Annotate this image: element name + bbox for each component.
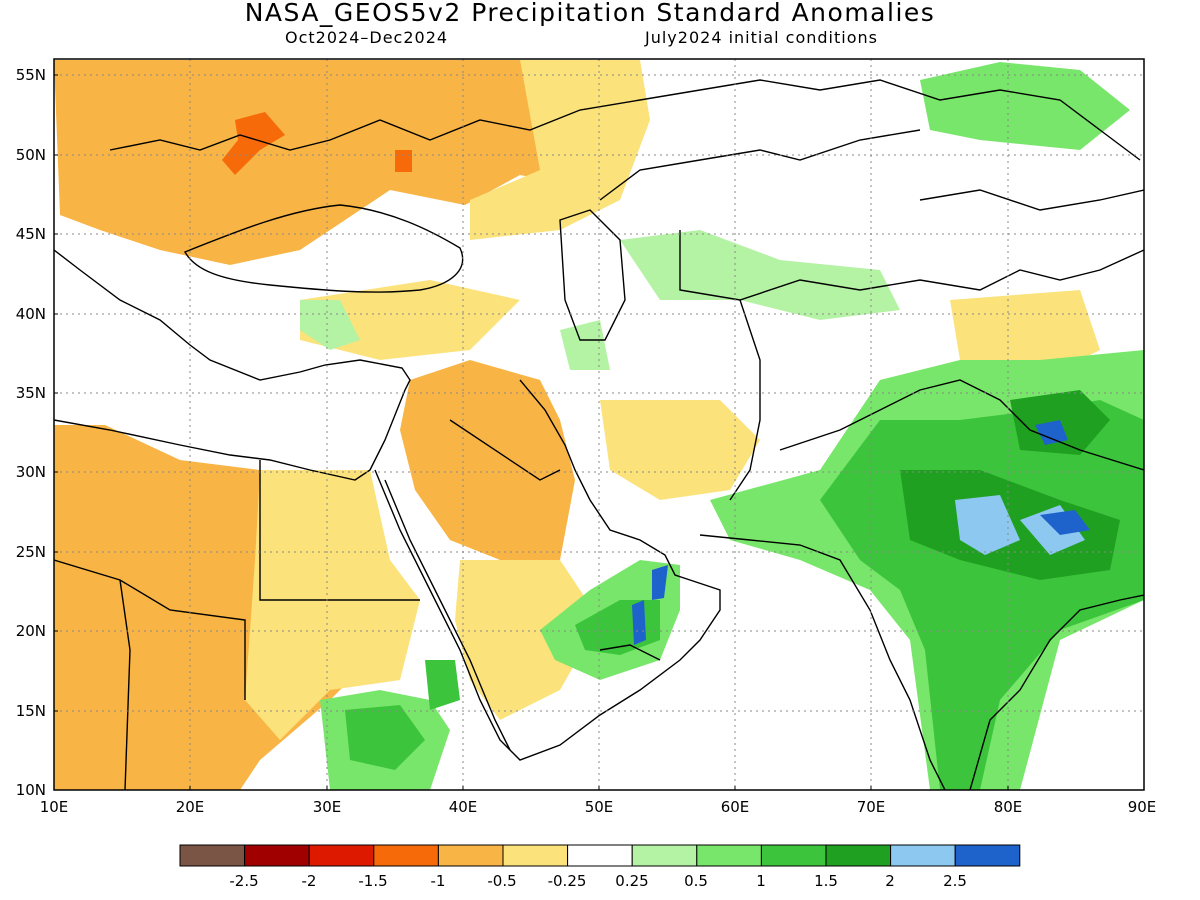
anomaly-region-caspian — [560, 320, 610, 370]
colorbar-label: 2.5 — [943, 872, 967, 890]
colorbar-swatch — [567, 844, 633, 867]
anomaly-region-oman-peak-2 — [652, 565, 668, 600]
lat-label: 35N — [16, 384, 46, 402]
lon-label: 30E — [313, 798, 342, 816]
anomaly-region-arabia-north — [400, 360, 575, 560]
colorbar-swatch — [437, 844, 504, 867]
anomaly-region-arabia-south — [455, 560, 600, 720]
lon-label: 60E — [721, 798, 750, 816]
anomaly-region-iran — [600, 400, 760, 500]
anomaly-region-oman-peak — [632, 600, 646, 645]
latitude-labels: 55N 50N 45N 40N 35N 30N 25N 20N 15N 10N — [16, 66, 46, 799]
lon-label: 10E — [40, 798, 69, 816]
anomaly-region-nepal — [1040, 510, 1090, 535]
lat-label: 50N — [16, 146, 46, 164]
colorbar-swatch — [890, 844, 956, 867]
colorbar-labels: -2.5 -2 -1.5 -1 -0.5 -0.25 0.25 0.5 1 1.… — [229, 872, 967, 890]
colorbar-swatch — [373, 844, 439, 867]
map-title: NASA_GEOS5v2 Precipitation Standard Anom… — [244, 0, 936, 27]
anomaly-region-horn-core — [345, 705, 425, 770]
colorbar-label: -1.5 — [358, 872, 387, 890]
colorbar-swatch — [825, 844, 892, 867]
lat-label: 30N — [16, 463, 46, 481]
forecast-period: Oct2024–Dec2024 — [285, 28, 449, 47]
lat-label: 10N — [16, 781, 46, 799]
gridlines — [54, 59, 1144, 790]
coastlines — [54, 79, 1144, 790]
colorbar-swatch — [244, 844, 310, 867]
colorbar-label: -2 — [302, 872, 317, 890]
colorbar-label: -0.5 — [487, 872, 516, 890]
anomaly-region-china — [950, 290, 1100, 380]
initial-conditions: July2024 initial conditions — [645, 28, 878, 47]
anomaly-region-sahara-light — [245, 470, 420, 740]
colorbar-label: 1 — [756, 872, 766, 890]
anomaly-region-eritrea — [425, 660, 460, 710]
map-plot-area — [54, 59, 1144, 790]
colorbar-label: 0.25 — [615, 872, 648, 890]
lon-label: 80E — [994, 798, 1023, 816]
anomaly-region-europe — [54, 60, 640, 265]
anomaly-region-siberia — [920, 62, 1130, 150]
lon-label: 50E — [585, 798, 614, 816]
lat-label: 45N — [16, 225, 46, 243]
anomaly-region-europe-light — [470, 60, 650, 240]
colorbar-swatch — [308, 844, 375, 867]
colorbar-swatch — [502, 844, 569, 867]
lat-label: 55N — [16, 66, 46, 84]
colorbar-swatches — [179, 844, 1021, 867]
anomaly-region-central-asia — [620, 230, 900, 320]
colorbar-label: 2 — [885, 872, 895, 890]
colorbar-label: 1.5 — [814, 872, 838, 890]
colorbar-swatch — [760, 844, 827, 867]
colorbar-label: -0.25 — [548, 872, 587, 890]
colorbar-label: -2.5 — [229, 872, 258, 890]
lat-label: 15N — [16, 702, 46, 720]
anomaly-region-tibet — [955, 495, 1020, 555]
lon-label: 90E — [1128, 798, 1157, 816]
lat-label: 20N — [16, 622, 46, 640]
colorbar-swatch — [696, 844, 762, 867]
anomaly-region-ukraine-2 — [395, 150, 412, 172]
colorbar-swatch — [954, 844, 1021, 867]
lon-label: 40E — [449, 798, 478, 816]
colorbar-label: 0.5 — [684, 872, 708, 890]
lat-label: 40N — [16, 305, 46, 323]
lon-label: 20E — [176, 798, 205, 816]
colorbar: -2.5 -2 -1.5 -1 -0.5 -0.25 0.25 0.5 1 1.… — [179, 844, 1021, 890]
lon-label: 70E — [857, 798, 886, 816]
axis-ticks — [54, 74, 1009, 790]
colorbar-swatch — [631, 844, 698, 867]
anomaly-region-ukraine — [222, 112, 285, 175]
anomaly-region-levant — [300, 300, 360, 350]
anomaly-region-india — [820, 400, 1144, 790]
longitude-labels: 10E 20E 30E 40E 50E 60E 70E 80E 90E — [40, 798, 1157, 816]
anomaly-region-tibet-core — [1035, 420, 1068, 445]
colorbar-label: -1 — [431, 872, 446, 890]
colorbar-swatch — [179, 844, 246, 867]
lat-label: 25N — [16, 543, 46, 561]
